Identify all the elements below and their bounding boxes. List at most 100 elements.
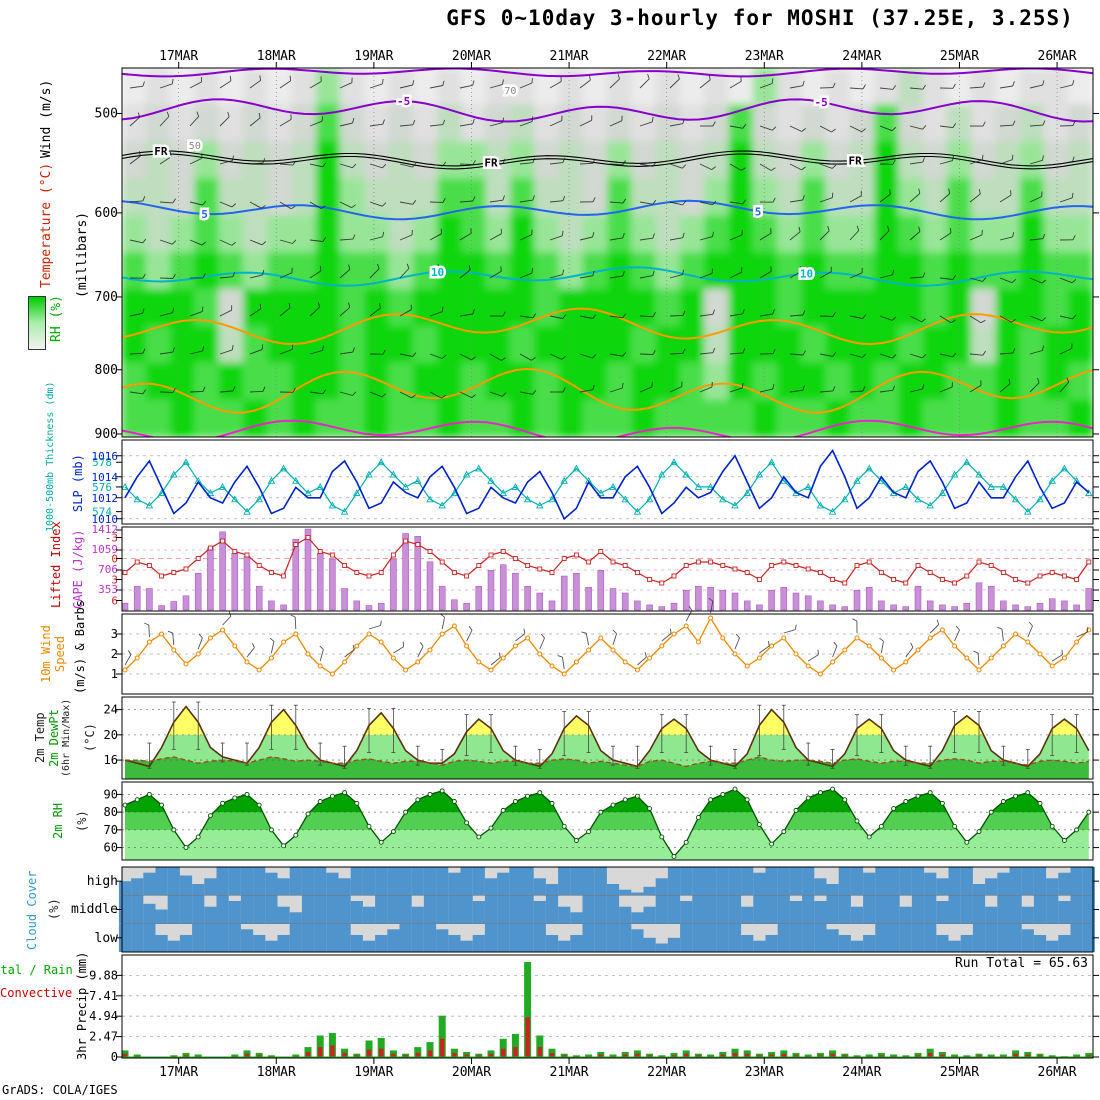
ylabel-2m-dewpt: 2m DewPt: [47, 709, 61, 767]
x-axis-day-label: 18MAR: [257, 1065, 296, 1080]
ylabel-2m-temp: 2m Temp: [33, 712, 47, 764]
axis-tick-label: 1014: [92, 471, 119, 484]
ylabel-millibars: (millibars): [75, 211, 90, 299]
axis-tick-label: 1412: [92, 523, 119, 536]
axis-tick-label: 24: [104, 703, 118, 717]
rh-colorbar-legend: [28, 296, 46, 350]
ylabel-temperature: Temperature (°C): [39, 162, 54, 288]
axis-tick-label: 578: [92, 456, 112, 469]
axis-tick-label: 600: [95, 206, 118, 221]
axis-tick-label: 700: [95, 290, 118, 305]
x-axis-day-label: 22MAR: [647, 49, 686, 64]
x-axis-day-label: 24MAR: [842, 1065, 881, 1080]
x-axis-day-label: 24MAR: [842, 49, 881, 64]
cloud-row-high: high: [86, 874, 118, 889]
x-axis-day-label: 19MAR: [354, 1065, 393, 1080]
legend-convective: Convective: [0, 986, 73, 1000]
contour-label: FR: [154, 145, 168, 158]
x-axis-day-label: 22MAR: [647, 1065, 686, 1080]
ylabel-ms-barbs: (m/s) & Barbs: [73, 600, 87, 694]
upper-air-panel: [121, 67, 1094, 438]
ylabel-cape: CAPE (J/kg): [71, 529, 85, 609]
axis-tick-label: 20: [104, 728, 118, 742]
ylabel-degc: (°C): [83, 723, 97, 753]
x-axis-day-label: 23MAR: [745, 1065, 784, 1080]
axis-tick-label: 16: [104, 753, 118, 767]
ylabel-10m-wind: 10m Wind: [39, 625, 53, 683]
axis-tick-label: 1059: [92, 543, 119, 556]
axis-tick-label: 706: [98, 563, 118, 576]
axis-tick-label: 576: [92, 481, 112, 494]
chart-title: GFS 0~10day 3-hourly for MOSHI (37.25E, …: [446, 6, 1074, 30]
axis-tick-label: 60: [104, 841, 118, 855]
x-axis-day-label: 25MAR: [940, 49, 979, 64]
axis-tick-label: 0: [111, 1050, 118, 1064]
axis-tick-label: 1010: [92, 513, 119, 526]
x-axis-day-label: 20MAR: [452, 1065, 491, 1080]
x-axis-day-label: 26MAR: [1038, 1065, 1077, 1080]
ylabel-thickness: 1000-500mb Thickness (dm): [45, 381, 56, 532]
contour-label: 10: [431, 266, 444, 279]
axis-tick-label: 900: [95, 427, 118, 442]
axis-tick-label: 500: [95, 106, 118, 121]
contour-label: 10: [800, 267, 813, 280]
ylabel-slp: SLP (mb): [71, 454, 85, 512]
rh-shading: [122, 68, 1093, 437]
x-axis-day-label: 20MAR: [452, 49, 491, 64]
x-axis-day-label: 18MAR: [257, 49, 296, 64]
cape-bars: [121, 528, 1093, 611]
axis-tick-label: -3: [105, 532, 118, 545]
ylabel-wind-ms: Wind (m/s): [39, 79, 54, 158]
precip-panel: [121, 954, 1094, 1059]
contour-label: 5: [755, 205, 762, 218]
cloud-row-middle: middle: [71, 902, 118, 917]
x-axis-day-label: 21MAR: [550, 1065, 589, 1080]
axis-tick-label: 2.47: [89, 1030, 118, 1044]
contour-label: FR: [848, 155, 862, 168]
contour-label: -5: [397, 95, 410, 108]
temperature-contours: [122, 68, 1093, 437]
axis-tick-label: 70: [104, 823, 118, 837]
upper-wind-barbs: [129, 73, 1077, 399]
axis-tick-label: 1: [111, 667, 118, 681]
rh-contour-label: 50: [189, 141, 201, 152]
axis-tick-label: 800: [95, 363, 118, 378]
x-axis-day-label: 17MAR: [159, 49, 198, 64]
cloud-row-low: low: [94, 931, 118, 946]
contour-label: -5: [814, 96, 827, 109]
rh-contour-label: 70: [504, 86, 516, 97]
x-axis-day-label: 17MAR: [159, 1065, 198, 1080]
ylabel-lifted-index: Lifted Index: [49, 521, 63, 608]
axis-tick-label: 0: [111, 553, 118, 566]
axis-tick-label: 574: [92, 506, 112, 519]
axis-tick-label: 3: [111, 627, 118, 641]
slp-thickness-panel: [121, 439, 1094, 525]
axis-tick-label: 4.94: [89, 1009, 118, 1023]
ylabel-6hr-minmax: (6hr Min/Max): [61, 698, 72, 778]
axis-tick-label: 3: [111, 574, 118, 587]
axis-tick-label: 80: [104, 805, 118, 819]
ylabel-3hr-precip: 3hr Precip (mm): [75, 951, 89, 1060]
cloud-cover-bands: [118, 867, 1095, 952]
axis-tick-label: 6: [111, 595, 118, 608]
x-axis-day-label: 23MAR: [745, 49, 784, 64]
axis-tick-label: 1012: [92, 492, 119, 505]
precip-bars: [121, 962, 1093, 1057]
run-total: Run Total = 65.63: [954, 956, 1088, 971]
axis-tick-label: 2: [111, 647, 118, 661]
axis-tick-label: 9.88: [89, 968, 118, 982]
contour-label: 5: [201, 208, 208, 221]
ylabel-rh: RH (%): [49, 295, 64, 343]
axis-tick-label: 7.41: [89, 989, 118, 1003]
ylabel-cloud-cover: Cloud Cover: [25, 870, 39, 950]
t2m-panel: [121, 696, 1094, 780]
axis-tick-label: 1016: [92, 450, 119, 463]
grads-credit: GrADS: COLA/IGES: [2, 1083, 118, 1097]
x-axis-day-label: 21MAR: [550, 49, 589, 64]
axis-tick-label: 353: [98, 583, 118, 596]
ylabel-speed: Speed: [53, 635, 67, 673]
ylabel-2m-rh: 2m RH: [51, 802, 65, 840]
x-axis-day-label: 25MAR: [940, 1065, 979, 1080]
